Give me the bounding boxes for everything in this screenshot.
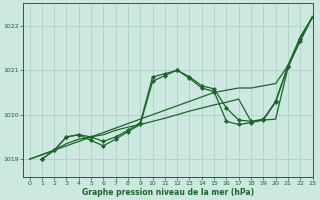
X-axis label: Graphe pression niveau de la mer (hPa): Graphe pression niveau de la mer (hPa) — [82, 188, 254, 197]
